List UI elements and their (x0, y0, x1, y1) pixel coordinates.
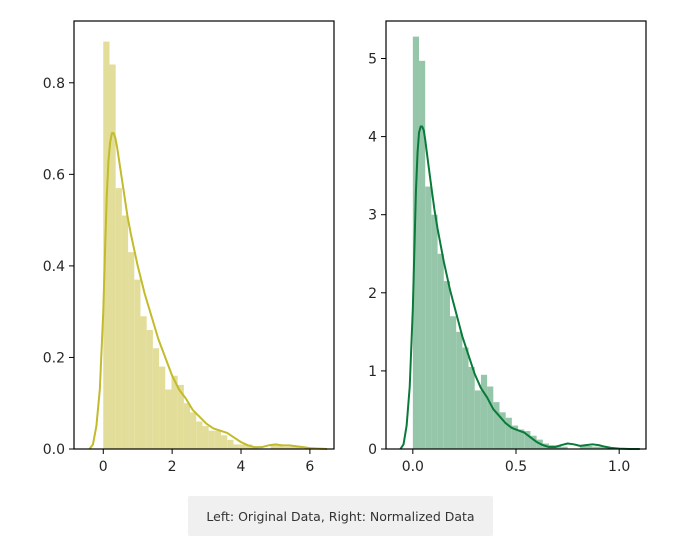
left-hist-bar (190, 412, 197, 449)
left-hist-bar (171, 375, 178, 449)
left-panel-original-data: 0 2 4 6 0.0 0.2 0.4 0.6 0.8 (43, 20, 335, 475)
right-panel-normalized-data: 0.0 0.5 1.0 0 1 2 3 4 5 (368, 20, 647, 475)
right-hist-bar (511, 425, 519, 449)
right-hist-bar (505, 417, 512, 449)
left-hist-bar (196, 421, 203, 449)
left-hist-bar (140, 316, 147, 449)
left-hist-bar (295, 446, 302, 449)
right-y-tick-label: 2 (368, 286, 377, 302)
left-hist-bar (208, 430, 215, 449)
right-hist-bar (443, 281, 450, 449)
right-hist-bar (449, 316, 457, 449)
left-y-tick-label: 0.0 (43, 442, 65, 458)
figure: 0 2 4 6 0.0 0.2 0.4 0.6 0.8 0.0 0.5 1.0 0 1 2 3 4 5 (43, 20, 647, 475)
left-hist-bar (289, 446, 296, 449)
left-x-tick-label: 4 (237, 459, 246, 475)
left-hist-bar (115, 188, 122, 449)
left-hist-bar (103, 41, 110, 449)
right-x-tick-label: 0.5 (505, 459, 527, 475)
left-hist-bar (202, 426, 209, 449)
right-hist-bar (462, 347, 469, 449)
right-hist-bar (431, 214, 438, 449)
right-y-tick-label: 0 (368, 442, 377, 458)
left-hist-bar (221, 435, 228, 449)
left-hist-bar (276, 444, 284, 449)
figure-caption: Left: Original Data, Right: Normalized D… (206, 508, 475, 524)
right-y-tick-label: 4 (368, 130, 377, 146)
left-y-tick-label: 0.6 (43, 167, 65, 183)
left-hist-bar (134, 279, 141, 449)
right-hist-bar (586, 445, 593, 449)
left-axes-frame (73, 20, 335, 450)
left-x-tick-label: 2 (168, 459, 177, 475)
right-hist-bar (530, 435, 537, 449)
right-hist-bar (561, 446, 568, 449)
left-hist-bar (183, 403, 191, 449)
right-hist-bar (437, 253, 444, 449)
right-y-tick-label: 1 (368, 364, 377, 380)
left-hist-bar (214, 430, 222, 449)
right-hist-bar (419, 60, 426, 449)
right-hist-bar (425, 186, 432, 449)
left-hist-bar (152, 348, 160, 449)
right-hist-bar (524, 431, 531, 449)
right-hist-bar (579, 445, 587, 449)
left-hist-bar (233, 444, 240, 449)
left-hist-bar (109, 64, 116, 450)
right-kde-line (399, 125, 640, 450)
left-y-tick-label: 0.2 (43, 350, 65, 366)
left-x-tick-label: 6 (305, 459, 314, 475)
left-hist-bar (159, 366, 166, 449)
right-hist-bar (487, 386, 494, 449)
right-hist-bar (468, 366, 475, 449)
left-y-tick-label: 0.8 (43, 76, 65, 92)
left-hist-bar (128, 252, 135, 449)
right-hist-bar (518, 429, 525, 449)
left-hist-bar (227, 439, 234, 449)
right-y-tick-label: 5 (368, 51, 377, 67)
left-hist-bar (245, 444, 253, 449)
left-x-tick-label: 0 (99, 459, 108, 475)
left-hist-bar (177, 384, 184, 449)
right-hist-bar (499, 412, 506, 449)
right-hist-bar (493, 402, 500, 449)
right-hist-bar (598, 446, 605, 449)
left-kde-line (88, 132, 328, 450)
left-hist-bar (121, 215, 129, 449)
right-hist-bar (592, 446, 599, 449)
caption-box: Left: Original Data, Right: Normalized D… (188, 496, 493, 536)
right-y-tick-label: 3 (368, 208, 377, 224)
right-hist-bar (456, 331, 463, 449)
right-hist-bar (474, 390, 481, 449)
left-hist-bar (239, 444, 246, 449)
right-hist-bar (480, 374, 488, 449)
right-x-tick-label: 0.0 (402, 459, 424, 475)
right-hist-bar (412, 36, 420, 450)
left-y-tick-label: 0.4 (43, 259, 65, 275)
left-hist-bar (270, 444, 277, 449)
left-hist-bar (146, 329, 153, 449)
left-hist-bar (283, 446, 290, 449)
right-x-tick-label: 1.0 (608, 459, 630, 475)
left-hist-bar (165, 389, 172, 449)
